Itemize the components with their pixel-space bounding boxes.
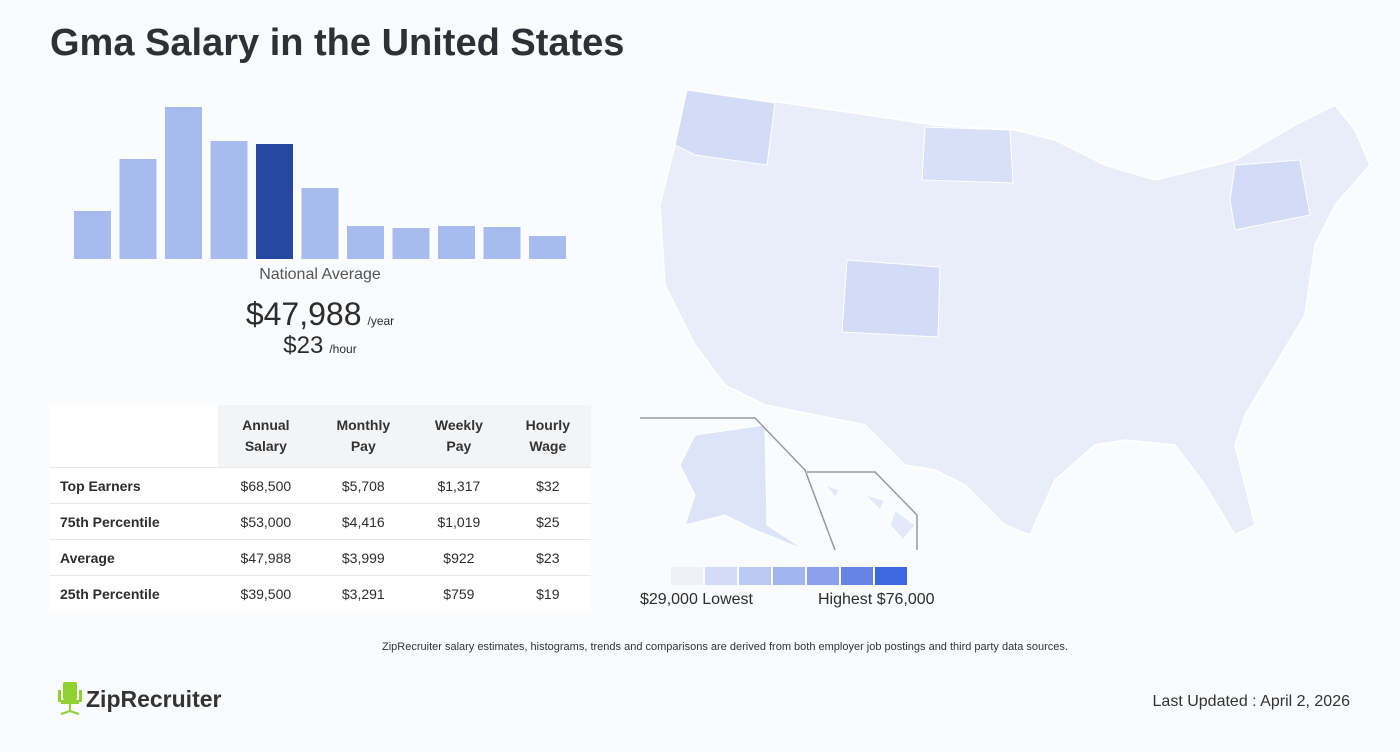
table-cell: $19 xyxy=(504,575,591,611)
last-updated: Last Updated : April 2, 2026 xyxy=(1152,693,1350,710)
histogram-bar[interactable] xyxy=(483,227,521,259)
histogram-bar[interactable] xyxy=(301,188,339,259)
disclaimer: ZipRecruiter salary estimates, histogram… xyxy=(382,641,1068,653)
row-label: Average xyxy=(50,539,219,576)
table-cell: $23 xyxy=(504,539,591,576)
table-cell: $3,291 xyxy=(313,575,414,611)
histogram-bar[interactable] xyxy=(529,236,566,259)
row-label: Top Earners xyxy=(50,467,219,504)
table-cell: $1,019 xyxy=(413,503,505,540)
legend-swatch xyxy=(705,567,737,585)
table-cell: $3,999 xyxy=(313,539,414,576)
legend-lowest: $29,000 Lowest xyxy=(640,591,753,608)
table-cell: $1,317 xyxy=(413,467,505,504)
row-label: 25th Percentile xyxy=(50,575,219,611)
yearly-value: $47,988 xyxy=(245,296,362,332)
map-legend xyxy=(671,567,907,585)
table-cell: $25 xyxy=(504,503,591,540)
table-row: 75th Percentile $53,000 $4,416 $1,019 $25 xyxy=(50,503,591,540)
alaska[interactable] xyxy=(679,424,806,551)
table-cell: $32 xyxy=(504,467,591,504)
table-cell: $68,500 xyxy=(218,467,314,504)
page-title: Gma Salary in the United States xyxy=(50,22,625,64)
header-hourly: Hourly Wage xyxy=(504,405,591,468)
table-cell: $39,500 xyxy=(218,575,314,611)
histogram-bar[interactable] xyxy=(165,107,202,259)
table-row: 25th Percentile $39,500 $3,291 $759 $19 xyxy=(50,575,591,611)
legend-highest: Highest $76,000 xyxy=(818,591,935,608)
table-row: Top Earners $68,500 $5,708 $1,317 $32 xyxy=(50,467,591,504)
hourly-salary: $23/hour xyxy=(70,332,570,360)
yearly-salary: $47,988/year xyxy=(70,296,570,333)
new-york-state[interactable] xyxy=(1229,159,1311,231)
north-dakota-state[interactable] xyxy=(921,126,1014,184)
legend-swatch xyxy=(841,567,873,585)
header-annual: Annual Salary xyxy=(218,405,314,468)
header-weekly: Weekly Pay xyxy=(413,405,505,468)
header-monthly: Monthly Pay xyxy=(313,405,414,468)
legend-swatch xyxy=(807,567,839,585)
table-cell: $5,708 xyxy=(313,467,414,504)
yearly-unit: /year xyxy=(367,314,395,328)
histogram-bar[interactable] xyxy=(74,211,111,259)
histogram-bar[interactable] xyxy=(347,226,384,259)
ziprecruiter-logo[interactable]: ZipRecruiter xyxy=(58,682,221,716)
washington-state[interactable] xyxy=(674,89,776,166)
national-average-label: National Average xyxy=(259,266,381,283)
row-label: 75th Percentile xyxy=(50,503,219,540)
logo-text: ZipRecruiter xyxy=(86,685,222,712)
chair-icon xyxy=(58,682,82,715)
table-cell: $922 xyxy=(413,539,505,576)
hawaii[interactable] xyxy=(823,483,916,541)
legend-swatch xyxy=(739,567,771,585)
legend-swatch xyxy=(875,567,907,585)
hourly-unit: /hour xyxy=(329,342,357,356)
table-cell: $47,988 xyxy=(218,539,314,576)
legend-swatch xyxy=(773,567,805,585)
colorado-state[interactable] xyxy=(841,259,941,338)
hourly-value: $23 xyxy=(283,332,324,359)
histogram-bar[interactable] xyxy=(119,159,157,259)
contiguous-us[interactable] xyxy=(659,89,1371,536)
histogram-bar[interactable] xyxy=(438,226,475,259)
legend-swatch xyxy=(671,567,703,585)
histogram-bar[interactable] xyxy=(256,144,293,259)
table-cell: $4,416 xyxy=(313,503,414,540)
us-salary-map xyxy=(640,89,1371,551)
table-cell: $53,000 xyxy=(218,503,314,540)
salary-table: Annual Salary Monthly Pay Weekly Pay Hourly… xyxy=(50,405,591,611)
salary-histogram xyxy=(74,107,566,259)
histogram-bar[interactable] xyxy=(392,228,430,259)
table-row: Average $47,988 $3,999 $922 $23 xyxy=(50,539,591,576)
histogram-bar[interactable] xyxy=(210,141,248,259)
empty-header xyxy=(50,405,219,468)
table-cell: $759 xyxy=(413,575,505,611)
